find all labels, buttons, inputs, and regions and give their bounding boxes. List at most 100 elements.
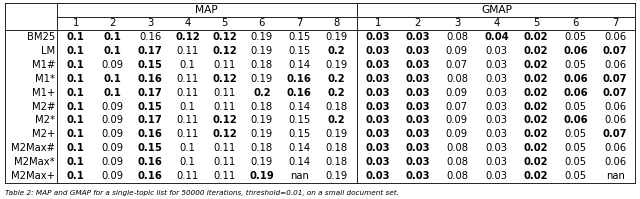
Text: 0.1: 0.1 [67,32,84,42]
Text: M2Max#: M2Max# [11,143,55,153]
Text: 0.08: 0.08 [446,32,468,42]
Text: 0.09: 0.09 [446,115,468,125]
Text: 0.15: 0.15 [288,32,310,42]
Text: 0.06: 0.06 [563,115,588,125]
Text: 2: 2 [109,19,116,28]
Text: 0.05: 0.05 [564,101,587,111]
Text: 0.06: 0.06 [604,157,627,167]
Text: 0.1: 0.1 [67,115,84,125]
Text: 0.2: 0.2 [253,88,271,98]
Text: 0.14: 0.14 [288,157,310,167]
Text: 0.08: 0.08 [446,157,468,167]
Text: 0.06: 0.06 [604,143,627,153]
Text: nan: nan [290,171,308,181]
Text: 0.1: 0.1 [67,88,84,98]
Text: 0.03: 0.03 [365,46,390,56]
Text: 0.1: 0.1 [67,101,84,111]
Text: 0.05: 0.05 [564,32,587,42]
Text: 0.1: 0.1 [67,60,84,70]
Text: 0.11: 0.11 [214,88,236,98]
Text: 0.1: 0.1 [67,157,84,167]
Text: 7: 7 [296,19,302,28]
Text: 0.15: 0.15 [288,46,310,56]
Text: 0.1: 0.1 [104,32,122,42]
Text: 0.03: 0.03 [486,171,508,181]
Text: 0.1: 0.1 [104,88,122,98]
Text: 0.03: 0.03 [486,46,508,56]
Text: 0.03: 0.03 [486,115,508,125]
Text: 0.1: 0.1 [179,143,195,153]
Text: 0.14: 0.14 [288,101,310,111]
Text: 0.03: 0.03 [405,32,429,42]
Text: LM: LM [41,46,55,56]
Text: 0.1: 0.1 [67,143,84,153]
Text: 0.02: 0.02 [524,115,548,125]
Text: 0.1: 0.1 [67,171,84,181]
Text: 0.12: 0.12 [212,74,237,84]
Text: M1*: M1* [35,74,55,84]
Text: 0.09: 0.09 [102,157,124,167]
Text: 0.08: 0.08 [446,171,468,181]
Text: 0.18: 0.18 [325,101,348,111]
Text: 0.18: 0.18 [251,143,273,153]
Text: 0.11: 0.11 [176,74,198,84]
Text: 0.09: 0.09 [102,171,124,181]
Text: 0.03: 0.03 [405,60,429,70]
Text: 0.02: 0.02 [524,157,548,167]
Text: 0.11: 0.11 [176,88,198,98]
Text: 0.15: 0.15 [288,115,310,125]
Text: 0.16: 0.16 [138,171,163,181]
Text: 0.18: 0.18 [251,101,273,111]
Text: 0.2: 0.2 [328,46,345,56]
Text: Table 2: MAP and GMAP for a single-topic list for 50000 iterations, threshold=0.: Table 2: MAP and GMAP for a single-topic… [5,190,399,196]
Text: 0.19: 0.19 [251,46,273,56]
Text: 0.03: 0.03 [365,101,390,111]
Text: 0.03: 0.03 [486,143,508,153]
Text: 0.06: 0.06 [604,32,627,42]
Text: 0.1: 0.1 [179,101,195,111]
Text: 0.02: 0.02 [524,143,548,153]
Text: 0.03: 0.03 [365,129,390,139]
Text: 0.03: 0.03 [405,46,429,56]
Text: 0.03: 0.03 [365,60,390,70]
Text: 0.1: 0.1 [67,46,84,56]
Text: 0.19: 0.19 [325,129,348,139]
Text: 0.16: 0.16 [287,88,312,98]
Text: 0.19: 0.19 [251,115,273,125]
Text: 0.12: 0.12 [212,32,237,42]
Text: 0.15: 0.15 [138,60,163,70]
Text: 0.07: 0.07 [603,46,627,56]
Text: 0.16: 0.16 [138,157,163,167]
Text: M2Max+: M2Max+ [11,171,55,181]
Text: 7: 7 [612,19,618,28]
Text: 0.1: 0.1 [104,74,122,84]
Text: 0.06: 0.06 [604,101,627,111]
Text: 1: 1 [374,19,381,28]
Text: 0.19: 0.19 [251,157,273,167]
Text: 0.19: 0.19 [250,171,275,181]
Text: 0.05: 0.05 [564,129,587,139]
Text: 0.07: 0.07 [603,129,627,139]
Text: 0.06: 0.06 [604,60,627,70]
Text: 4: 4 [493,19,500,28]
Text: M2+: M2+ [31,129,55,139]
Text: 0.11: 0.11 [176,129,198,139]
Text: 8: 8 [333,19,339,28]
Text: 0.06: 0.06 [563,46,588,56]
Text: 0.03: 0.03 [405,157,429,167]
Text: 0.11: 0.11 [214,143,236,153]
Text: 0.17: 0.17 [138,46,163,56]
Text: 0.19: 0.19 [251,129,273,139]
Text: 0.02: 0.02 [524,60,548,70]
Text: 0.03: 0.03 [486,129,508,139]
Text: 0.03: 0.03 [486,60,508,70]
Text: 0.02: 0.02 [524,46,548,56]
Text: 0.1: 0.1 [179,60,195,70]
Text: M1+: M1+ [31,88,55,98]
Text: 0.03: 0.03 [405,129,429,139]
Text: 0.04: 0.04 [484,32,509,42]
Text: 0.09: 0.09 [446,88,468,98]
Text: 0.1: 0.1 [67,74,84,84]
Text: 0.19: 0.19 [325,171,348,181]
Text: 0.1: 0.1 [104,46,122,56]
